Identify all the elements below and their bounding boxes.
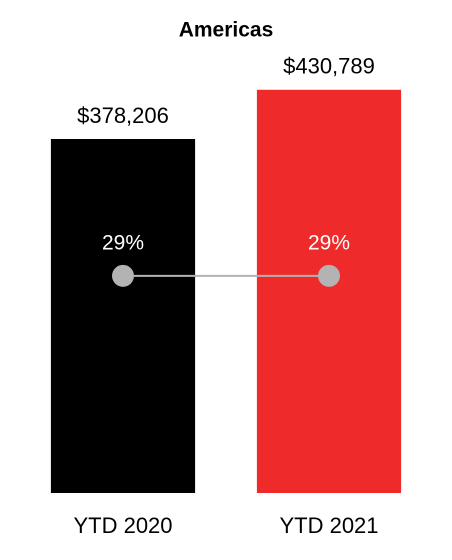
chart-title: Americas bbox=[179, 19, 274, 42]
bar-value-label: $378,206 bbox=[77, 103, 169, 128]
bar bbox=[50, 138, 196, 493]
x-tick-label: YTD 2020 bbox=[73, 513, 172, 538]
line-marker bbox=[112, 264, 134, 287]
line-value-label: 29% bbox=[308, 231, 350, 254]
bar bbox=[256, 89, 402, 493]
bar-value-label: $430,789 bbox=[283, 54, 375, 79]
line-value-label: 29% bbox=[102, 231, 144, 254]
x-tick-label: YTD 2021 bbox=[279, 513, 378, 538]
line-marker bbox=[318, 264, 340, 287]
